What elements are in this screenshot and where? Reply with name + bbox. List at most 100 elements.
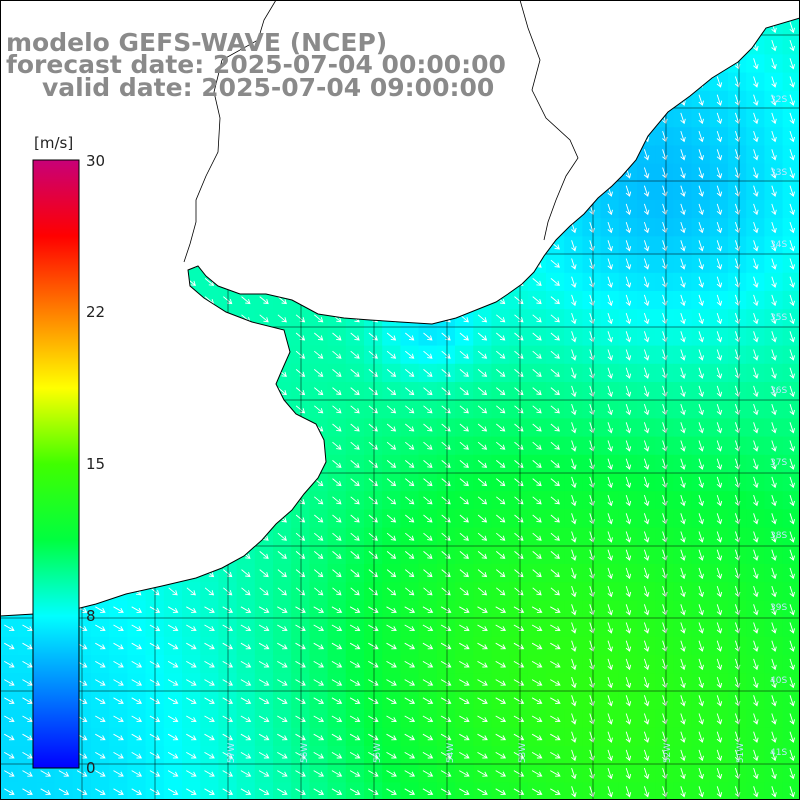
colorbar-tick-30: 30 bbox=[86, 152, 106, 170]
wind-arrow bbox=[440, 715, 452, 723]
wind-speed-cell bbox=[91, 782, 110, 800]
wind-arrow bbox=[405, 405, 415, 414]
wind-arrow bbox=[771, 494, 777, 507]
wind-arrow bbox=[95, 642, 106, 650]
wind-arrow bbox=[716, 531, 723, 543]
wind-arrow bbox=[643, 567, 650, 580]
wind-arrow bbox=[753, 695, 759, 707]
wind-arrow bbox=[607, 767, 613, 780]
wind-arrow bbox=[240, 788, 252, 795]
wind-arrow bbox=[350, 460, 360, 468]
wind-arrow bbox=[349, 606, 361, 613]
wind-speed-cell bbox=[782, 291, 800, 310]
wind-arrow bbox=[698, 640, 704, 652]
wind-arrow bbox=[258, 715, 270, 723]
wind-arrow bbox=[386, 387, 397, 396]
wind-arrow bbox=[350, 405, 360, 414]
title-valid-date: valid date: 2025-07-04 09:00:00 bbox=[42, 73, 495, 102]
wind-arrow bbox=[4, 642, 15, 650]
colorbar-tick-0: 0 bbox=[86, 759, 96, 777]
wind-arrow bbox=[698, 658, 704, 671]
wind-arrow bbox=[789, 403, 795, 416]
wind-speed-cell bbox=[491, 782, 511, 800]
wind-arrow bbox=[167, 752, 179, 759]
wind-arrow bbox=[386, 587, 397, 596]
wind-arrow bbox=[222, 788, 234, 795]
wind-arrow bbox=[789, 786, 795, 798]
wind-arrow bbox=[643, 294, 650, 307]
wind-arrow bbox=[607, 513, 613, 525]
wind-arrow bbox=[753, 567, 759, 580]
wind-arrow bbox=[131, 697, 143, 704]
wind-arrow bbox=[571, 385, 577, 398]
wind-arrow bbox=[222, 642, 234, 650]
wind-arrow bbox=[332, 405, 342, 414]
wind-arrow bbox=[331, 606, 343, 613]
wind-arrow bbox=[789, 640, 795, 652]
wind-arrow bbox=[513, 788, 525, 795]
wind-arrow bbox=[625, 331, 632, 343]
wind-arrow bbox=[113, 606, 124, 613]
wind-arrow bbox=[698, 767, 704, 780]
wind-arrow bbox=[167, 661, 179, 668]
wind-arrow bbox=[332, 369, 342, 377]
wind-arrow bbox=[459, 624, 470, 632]
wind-arrow bbox=[113, 733, 124, 741]
wind-arrow bbox=[477, 405, 488, 414]
wind-arrow bbox=[643, 513, 650, 525]
wind-arrow bbox=[222, 770, 234, 777]
wind-speed-cell bbox=[473, 782, 492, 800]
wind-arrow bbox=[368, 606, 379, 613]
wind-arrow bbox=[532, 423, 542, 432]
wind-arrow bbox=[204, 278, 215, 286]
wind-speed-cell bbox=[782, 527, 800, 547]
wind-arrow bbox=[350, 496, 360, 505]
wind-arrow bbox=[477, 441, 488, 450]
wind-arrow bbox=[698, 185, 704, 197]
colorbar-tick-8: 8 bbox=[86, 607, 96, 625]
wind-arrow bbox=[571, 713, 577, 725]
wind-arrow bbox=[698, 167, 704, 179]
wind-arrow bbox=[625, 185, 632, 197]
wind-arrow bbox=[771, 749, 777, 762]
wind-speed-cell bbox=[782, 473, 800, 492]
wind-arrow bbox=[753, 167, 759, 179]
wind-arrow bbox=[753, 130, 759, 143]
wind-arrow bbox=[789, 695, 795, 707]
wind-arrow bbox=[571, 494, 577, 507]
wind-arrow bbox=[771, 658, 777, 671]
wind-arrow bbox=[698, 604, 704, 616]
wind-arrow bbox=[386, 679, 397, 686]
wind-arrow bbox=[643, 149, 650, 161]
wind-arrow bbox=[607, 403, 613, 416]
wind-arrow bbox=[571, 549, 577, 561]
wind-arrow bbox=[131, 624, 143, 632]
wind-arrow bbox=[404, 624, 416, 632]
wind-arrow bbox=[186, 788, 197, 795]
wind-arrow bbox=[404, 715, 416, 723]
wind-arrow bbox=[607, 585, 613, 598]
wind-arrow bbox=[258, 770, 270, 777]
wind-speed-cell bbox=[782, 54, 800, 74]
wind-arrow bbox=[643, 440, 650, 452]
wind-arrow bbox=[680, 767, 686, 780]
wind-arrow bbox=[625, 549, 632, 561]
wind-arrow bbox=[95, 715, 106, 723]
wind-arrow bbox=[331, 733, 343, 741]
wind-arrow bbox=[4, 661, 15, 668]
wind-speed-cell bbox=[782, 618, 800, 638]
wind-arrow bbox=[550, 423, 560, 432]
wind-arrow bbox=[625, 567, 632, 580]
lon-label: 54W bbox=[446, 742, 457, 764]
wind-arrow bbox=[204, 679, 215, 686]
wind-arrow bbox=[680, 440, 686, 452]
wind-arrow bbox=[550, 752, 561, 759]
wind-arrow bbox=[531, 624, 543, 632]
wind-arrow bbox=[716, 130, 723, 143]
wind-arrow bbox=[625, 403, 632, 416]
wind-arrow bbox=[698, 786, 704, 798]
wind-arrow bbox=[495, 715, 507, 723]
wind-arrow bbox=[186, 715, 197, 723]
wind-arrow bbox=[277, 733, 288, 741]
wind-arrow bbox=[753, 476, 759, 489]
